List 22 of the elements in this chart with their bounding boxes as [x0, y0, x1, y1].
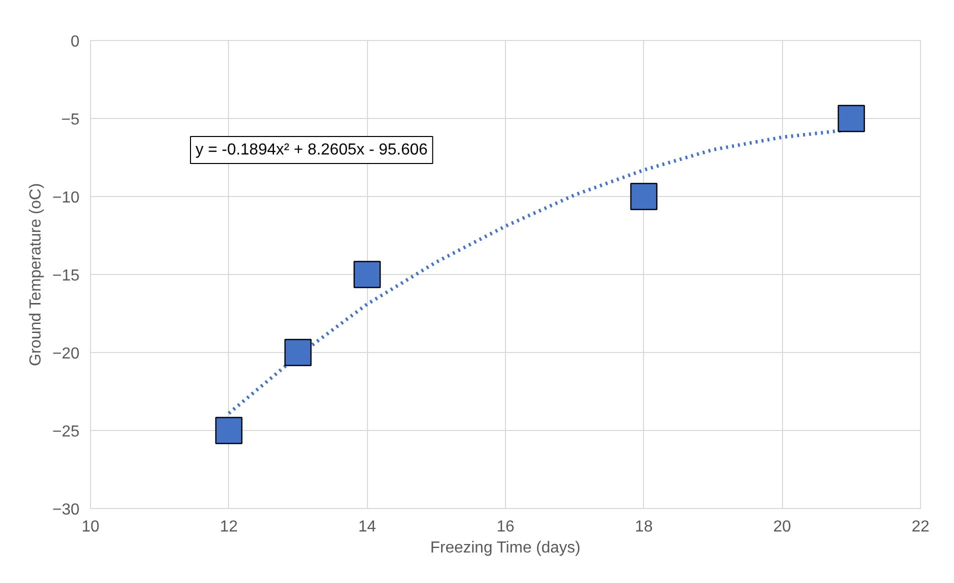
point: [838, 104, 865, 132]
point: [215, 416, 242, 444]
y-tick-label: −25: [52, 424, 80, 440]
point: [630, 182, 658, 210]
y-tick-label: −10: [52, 190, 80, 206]
y-tick-label: −15: [52, 268, 80, 284]
point: [354, 260, 381, 288]
x-tick-label: 20: [773, 518, 792, 536]
annotation: y = -0.1894x² + 8.2605x - 95.606: [196, 142, 428, 158]
y-tick-label: 0: [70, 34, 80, 50]
y-tick-label: −5: [61, 112, 80, 128]
y-tick-label: −30: [52, 502, 80, 518]
x-tick-label: 22: [912, 518, 930, 536]
x-tick-label: 14: [358, 518, 376, 536]
x-tick-label: 16: [496, 518, 514, 536]
point: [284, 338, 312, 366]
y-tick-label: −20: [52, 346, 80, 362]
x-tick-label: 18: [634, 518, 653, 536]
x-tick-label: 10: [82, 518, 100, 536]
x-tick-label: 12: [220, 518, 238, 536]
x-axis-title: Freezing Time (days): [430, 540, 580, 556]
y-axis-title: Ground Temperature (oC): [27, 183, 44, 366]
